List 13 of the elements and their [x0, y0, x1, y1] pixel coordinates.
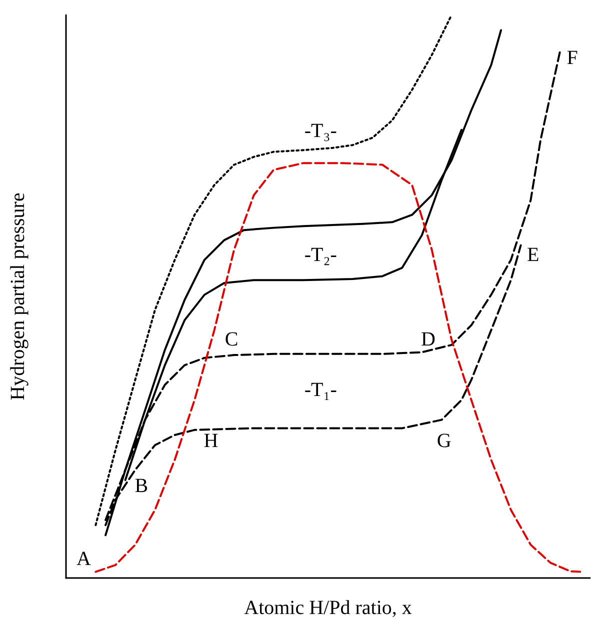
annotation: C — [224, 328, 238, 351]
annotation: -T₁- — [304, 379, 337, 402]
annotation: E — [527, 244, 540, 266]
annotation: -T₃- — [304, 120, 337, 142]
annotation: -T₂- — [304, 244, 337, 266]
annotation: B — [134, 474, 148, 497]
annotation: A — [76, 548, 92, 570]
annotation: H — [204, 430, 218, 452]
annotation: D — [421, 328, 436, 351]
annotation: G — [436, 430, 452, 452]
annotation: F — [566, 47, 578, 70]
x-axis-title: Atomic H/Pd ratio, x — [244, 597, 412, 619]
y-axis-title: Hydrogen partial pressure — [7, 192, 29, 400]
